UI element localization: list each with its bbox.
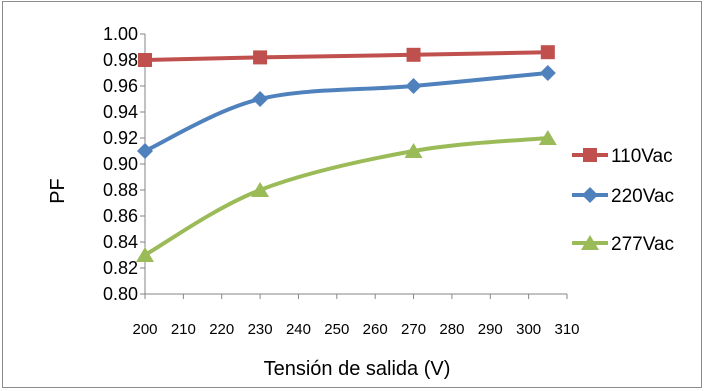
- legend-marker: [581, 235, 599, 250]
- y-tick-label: 0.92: [103, 128, 138, 148]
- x-tick-label: 270: [401, 321, 426, 338]
- data-point: [406, 47, 421, 62]
- x-tick-label: 250: [324, 321, 349, 338]
- legend-item: 220Vac: [572, 186, 674, 207]
- data-point: [539, 65, 556, 81]
- x-tick-label: 300: [516, 321, 541, 338]
- data-point: [252, 91, 269, 107]
- legend-marker: [582, 187, 598, 203]
- legend-item: 277Vac: [572, 234, 674, 255]
- data-point: [137, 143, 153, 159]
- data-point: [251, 182, 270, 197]
- series-277Vac: [136, 130, 557, 262]
- y-tick-label: 0.86: [103, 206, 138, 226]
- series-line: [143, 71, 550, 153]
- x-axis-ticks: 200 210 220 230 240 250 260 270 280 290 300 310: [132, 294, 580, 338]
- y-axis-ticks: 0.80 0.82 0.84 0.86 0.88 0.90 0.92 0.94 0.96 0.98…: [103, 24, 145, 304]
- y-tick-label: 0.96: [103, 76, 138, 96]
- series-layer: [136, 45, 557, 262]
- y-tick-label: 0.88: [103, 180, 138, 200]
- y-tick-label: 0.94: [103, 102, 138, 122]
- x-tick-label: 230: [248, 321, 273, 338]
- x-axis-title: Tensión de salida (V): [264, 358, 451, 380]
- y-axis-title: PF: [47, 178, 69, 204]
- data-point: [405, 78, 422, 94]
- y-tick-label: 0.84: [103, 232, 138, 252]
- legend-marker: [583, 148, 597, 162]
- data-point: [136, 247, 154, 262]
- legend-item: 110Vac: [572, 146, 673, 167]
- legend: 110Vac 220Vac 277Vac: [572, 146, 674, 255]
- data-point: [138, 53, 152, 67]
- data-point: [540, 45, 555, 60]
- series-line: [143, 50, 550, 62]
- x-tick-label: 200: [132, 321, 157, 338]
- series-line: [143, 136, 550, 257]
- data-point: [253, 50, 268, 65]
- y-tick-label: 0.80: [103, 284, 138, 304]
- data-point: [404, 143, 423, 158]
- x-tick-label: 280: [439, 321, 464, 338]
- x-tick-label: 310: [554, 321, 579, 338]
- legend-label: 277Vac: [611, 234, 674, 255]
- x-tick-label: 290: [478, 321, 503, 338]
- x-tick-label: 260: [363, 321, 388, 338]
- series-110Vac: [138, 45, 555, 67]
- x-tick-label: 210: [171, 321, 196, 338]
- y-tick-label: 0.98: [103, 50, 138, 70]
- data-point: [538, 130, 557, 145]
- x-tick-label: 240: [286, 321, 311, 338]
- y-tick-label: 0.90: [103, 154, 138, 174]
- y-tick-label: 0.82: [103, 258, 138, 278]
- legend-label: 110Vac: [611, 146, 673, 167]
- x-tick-label: 220: [209, 321, 234, 338]
- series-220Vac: [137, 65, 556, 159]
- y-tick-label: 1.00: [103, 24, 138, 44]
- legend-label: 220Vac: [611, 186, 674, 207]
